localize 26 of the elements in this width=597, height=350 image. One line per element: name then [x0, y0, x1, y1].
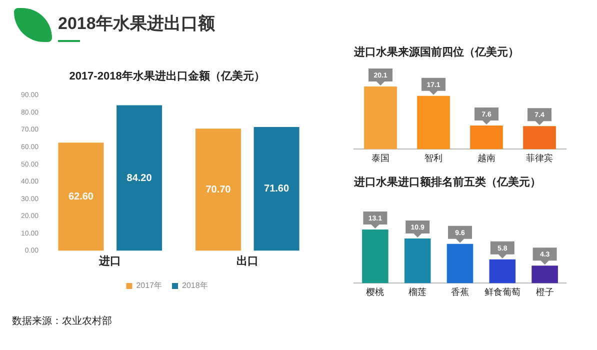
- x-tick-label: 樱桃: [366, 287, 384, 298]
- x-tick-label: 泰国: [372, 153, 390, 164]
- data-label: 62.60: [68, 191, 94, 202]
- data-label: 71.60: [264, 184, 290, 195]
- bar: [195, 128, 241, 251]
- x-tick-label: 智利: [424, 153, 442, 164]
- source-note: 数据来源：农业农村部: [12, 314, 112, 328]
- bar: [254, 127, 300, 251]
- chart-title: 进口水果来源国前四位（亿美元）: [353, 46, 519, 59]
- x-tick-label: 菲律宾: [526, 153, 553, 164]
- bar: [58, 142, 104, 251]
- x-tick-label: 鲜食葡萄: [484, 287, 520, 298]
- chart-title: 2018年水果进出口额: [58, 13, 215, 35]
- chart-subtitle: 2017-2018年水果进出口金额（亿美元）: [69, 70, 265, 83]
- x-tick-label: 越南: [478, 153, 496, 164]
- x-tick-label: 出口: [236, 254, 258, 268]
- bar: [116, 105, 162, 251]
- legend-label: 2017年: [136, 281, 162, 290]
- legend-label: 2018年: [182, 281, 208, 290]
- x-tick-label: 榴莲: [408, 287, 427, 298]
- x-tick-label: 进口: [98, 254, 122, 268]
- data-label: 70.70: [206, 184, 232, 196]
- chart-title: 进口水果进口额排名前五类（亿美元）: [353, 176, 541, 189]
- x-tick-label: 香蕉: [451, 287, 469, 298]
- x-tick-label: 橙子: [536, 287, 554, 298]
- data-label: 84.20: [126, 172, 152, 184]
